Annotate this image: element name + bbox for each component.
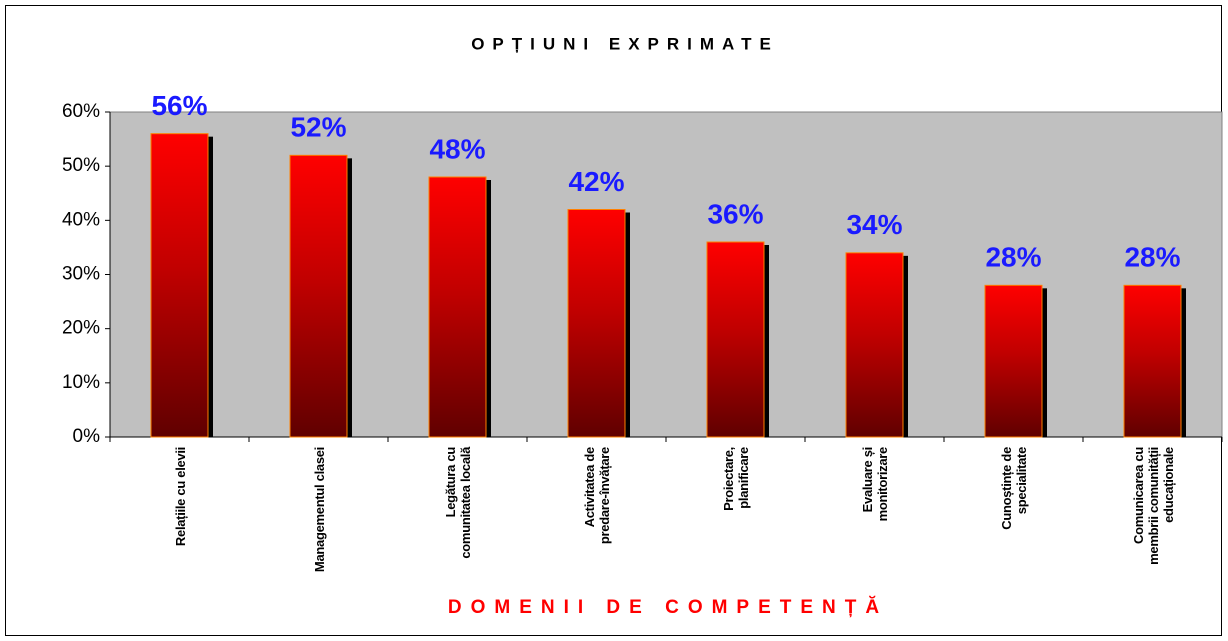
x-tick-label: Cunoștințe de specialitate [998,447,1029,530]
x-tick-label: Evaluare și monitorizare [859,447,890,522]
y-tick-label: 0% [73,426,101,447]
y-tick-label: 20% [62,318,100,339]
y-tick-label: 40% [62,209,100,230]
bar [150,133,209,438]
y-tick-label: 10% [62,372,100,393]
x-tick-label: Proiectare, planificare [720,447,751,511]
x-tick-label: Managementul clasei [311,447,326,573]
x-axis-title: DOMENII DE COMPETENȚĂ [448,596,888,618]
bar [1123,284,1182,438]
bar [984,284,1043,438]
data-label: 28% [985,242,1041,273]
chart-title: OPȚIUNI EXPRIMATE [471,34,779,53]
data-label: 52% [290,112,346,143]
y-tick-label: 60% [62,101,100,122]
x-tick-label: Activitatea de predare-învățare [581,447,612,545]
x-tick-label: Relațiile cu elevii [172,447,187,547]
bar [428,176,487,438]
data-label: 36% [707,198,763,229]
bar [706,241,765,438]
y-tick-label: 30% [62,264,100,285]
data-label: 34% [846,209,902,240]
data-label: 48% [429,133,485,164]
plot-area [109,111,1223,438]
data-label: 42% [568,166,624,197]
bar [289,154,348,438]
bar [845,252,904,438]
x-tick-label: Comunicarea cu membrii comunității educa… [1130,447,1175,565]
data-label: 56% [151,90,207,121]
bar [567,209,626,438]
x-tick-label: Legătura cu comunitatea locală [442,447,473,559]
data-label: 28% [1124,242,1180,273]
y-tick-label: 50% [62,155,100,176]
